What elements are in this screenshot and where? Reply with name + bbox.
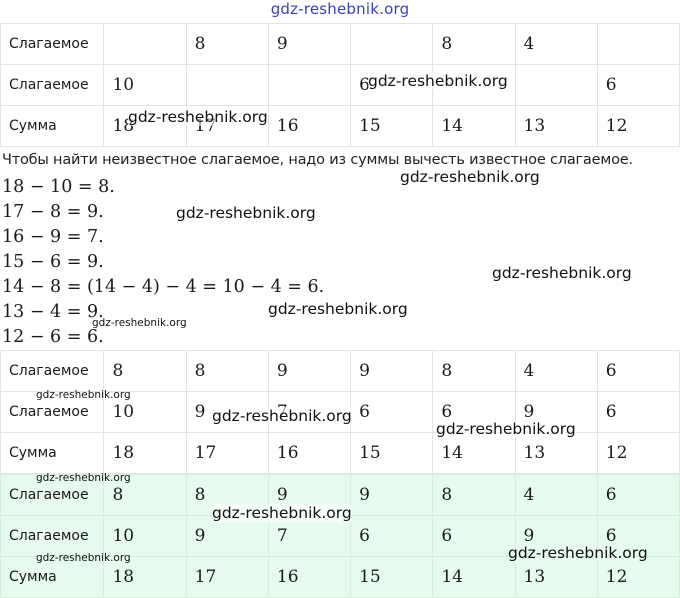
cell: 8 (432, 474, 516, 516)
cell: 12 (596, 432, 680, 474)
cell: 10 (103, 391, 187, 433)
watermark: gdz-reshebnik.org (492, 264, 632, 282)
cell: 9 (267, 350, 352, 392)
cell: 17 (185, 556, 269, 598)
answer-table: Слагаемое 8 8 9 9 8 4 6 Слагаемое 10 9 7… (0, 350, 680, 474)
equation: 15 − 6 = 9. (2, 252, 104, 272)
cell: 6 (432, 515, 516, 557)
watermark-small: gdz-reshebnik.org (36, 389, 131, 401)
equation: 13 − 4 = 9. (2, 302, 104, 322)
watermark: gdz-reshebnik.org (128, 108, 268, 126)
row-label: Слагаемое (0, 23, 105, 65)
cell: 6 (596, 391, 680, 433)
cell: 18 (103, 556, 187, 598)
cell: 6 (596, 64, 680, 106)
watermark: gdz-reshebnik.org (268, 300, 408, 318)
watermark: gdz-reshebnik.org (508, 544, 648, 562)
cell: 14 (432, 556, 516, 598)
cell (514, 64, 598, 106)
row-label: Слагаемое (0, 391, 105, 433)
row-label: Слагаемое (0, 474, 105, 516)
cell: 13 (514, 105, 598, 147)
watermark: gdz-reshebnik.org (176, 204, 316, 222)
cell: 9 (185, 515, 269, 557)
cell: 8 (103, 474, 187, 516)
cell: 16 (267, 556, 352, 598)
cell (596, 23, 680, 65)
cell: 6 (350, 391, 434, 433)
rule-text: Чтобы найти неизвестное слагаемое, надо … (2, 152, 633, 168)
cell: 8 (185, 23, 269, 65)
cell: 10 (103, 515, 187, 557)
table-row: Слагаемое 8 9 8 4 (0, 23, 680, 65)
equation: 18 − 10 = 8. (2, 177, 115, 197)
equation: 12 − 6 = 6. (2, 327, 104, 347)
cell (185, 64, 269, 106)
cell: 8 (185, 350, 269, 392)
cell: 6 (596, 350, 680, 392)
cell: 8 (432, 23, 516, 65)
cell: 4 (514, 23, 598, 65)
cell: 13 (514, 432, 598, 474)
table-row: Сумма 18 17 16 15 14 13 12 (0, 105, 680, 147)
cell: 9 (350, 474, 434, 516)
cell: 6 (596, 474, 680, 516)
table-row: Слагаемое 8 8 9 9 8 4 6 (0, 350, 680, 392)
table-row: Слагаемое 10 6 6 (0, 64, 680, 106)
watermark: gdz-reshebnik.org (400, 168, 540, 186)
cell: 14 (432, 432, 516, 474)
row-label: Сумма (0, 105, 105, 147)
cell: 14 (432, 105, 516, 147)
cell: 9 (350, 350, 434, 392)
row-label: Слагаемое (0, 350, 105, 392)
cell: 18 (103, 432, 187, 474)
cell: 9 (267, 23, 352, 65)
highlighted-answer-table: Слагаемое 8 8 9 9 8 4 6 Слагаемое 10 9 7… (0, 474, 680, 598)
equation: 14 − 8 = (14 − 4) − 4 = 10 − 4 = 6. (2, 277, 325, 297)
cell: 15 (350, 105, 434, 147)
cell (267, 64, 352, 106)
watermark: gdz-reshebnik.org (368, 72, 508, 90)
cell (350, 23, 434, 65)
watermark: gdz-reshebnik.org (212, 407, 352, 425)
row-label: Сумма (0, 556, 105, 598)
task-table: Слагаемое 8 9 8 4 Слагаемое 10 6 6 Сумма… (0, 23, 680, 147)
site-header-link[interactable]: gdz-reshebnik.org (270, 0, 410, 18)
cell: 13 (514, 556, 598, 598)
cell: 10 (103, 64, 187, 106)
cell: 17 (185, 432, 269, 474)
watermark-small: gdz-reshebnik.org (92, 317, 187, 329)
cell: 9 (514, 515, 598, 557)
watermark: gdz-reshebnik.org (212, 504, 352, 522)
row-label: Слагаемое (0, 515, 105, 557)
row-label: Сумма (0, 432, 105, 474)
watermark: gdz-reshebnik.org (436, 420, 576, 438)
equation: 17 − 8 = 9. (2, 202, 104, 222)
cell: 4 (514, 474, 598, 516)
equation: 16 − 9 = 7. (2, 227, 104, 247)
cell: 4 (514, 350, 598, 392)
row-label: Слагаемое (0, 64, 105, 106)
equation-list: 18 − 10 = 8. 17 − 8 = 9. 16 − 9 = 7. 15 … (2, 175, 324, 350)
watermark-small: gdz-reshebnik.org (36, 552, 131, 564)
cell: 15 (350, 556, 434, 598)
cell: 12 (596, 556, 680, 598)
cell: 15 (350, 432, 434, 474)
cell: 16 (267, 432, 352, 474)
watermark-small: gdz-reshebnik.org (36, 472, 131, 484)
cell: 8 (103, 350, 187, 392)
cell: 16 (267, 105, 352, 147)
cell: 12 (596, 105, 680, 147)
table-row: Сумма 18 17 16 15 14 13 12 (0, 556, 680, 598)
cell (103, 23, 187, 65)
table-row: Сумма 18 17 16 15 14 13 12 (0, 432, 680, 474)
cell: 6 (350, 515, 434, 557)
cell: 8 (432, 350, 516, 392)
